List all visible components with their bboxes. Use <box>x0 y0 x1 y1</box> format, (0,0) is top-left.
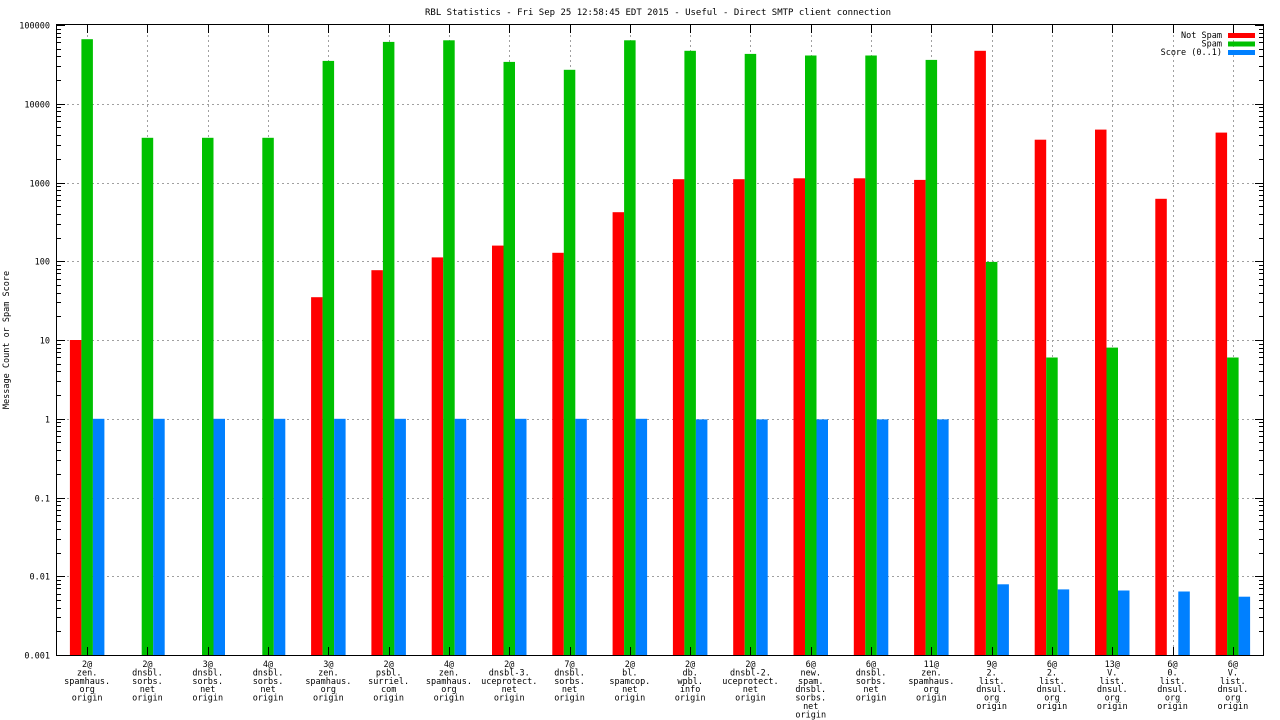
bar-spam <box>744 53 757 655</box>
y-tick-label: 10000 <box>24 101 50 111</box>
bar-score-0-1 <box>1238 596 1251 655</box>
bar-spam <box>382 41 395 655</box>
y-tick-label: 1 <box>45 416 50 426</box>
bar-spam <box>684 50 696 656</box>
legend-swatch <box>1228 33 1255 38</box>
bar-score-0-1 <box>394 418 406 656</box>
bar-spam <box>262 137 274 656</box>
bar-not-spam <box>1095 129 1107 656</box>
x-tick-label: 6@ V. list. dnsul. org origin <box>1217 660 1248 712</box>
bar-score-0-1 <box>816 419 828 655</box>
legend-label: Spam <box>1202 40 1222 50</box>
bar-not-spam <box>974 50 986 656</box>
legend-swatch <box>1228 41 1255 47</box>
x-tick-label: 6@ dnsbl. sorbs. net origin <box>856 660 887 704</box>
bar-score-0-1 <box>92 418 105 656</box>
x-tick-label: 13@ V. list. dnsul. org origin <box>1097 660 1128 712</box>
y-tick-label: 0.1 <box>35 495 50 505</box>
bar-not-spam <box>492 245 504 655</box>
bar-spam <box>443 40 455 656</box>
bar-not-spam <box>1034 139 1047 655</box>
bar-score-0-1 <box>334 418 346 656</box>
bar-score-0-1 <box>756 419 768 655</box>
bar-not-spam <box>371 270 383 655</box>
bar-not-spam <box>311 297 323 655</box>
bar-not-spam <box>612 212 625 655</box>
bar-score-0-1 <box>1178 591 1190 655</box>
bar-spam <box>624 40 636 656</box>
bar-not-spam <box>914 179 926 655</box>
bar-score-0-1 <box>153 418 165 656</box>
bar-not-spam <box>853 178 866 656</box>
x-tick-label: 4@ zen. spamhaus. org origin <box>426 660 472 704</box>
x-tick-label: 4@ dnsbl. sorbs. net origin <box>253 660 284 704</box>
x-tick-label: 2@ zen. spamhaus. org origin <box>64 660 110 704</box>
legend-label: Not Spam <box>1181 31 1222 41</box>
y-axis-label: Message Count or Spam Score <box>2 271 12 409</box>
bar-spam <box>503 61 515 655</box>
x-tick-label: 2@ psbl. surriel. com origin <box>368 660 409 704</box>
bar-spam <box>865 55 877 655</box>
bar-spam <box>322 60 335 655</box>
bar-score-0-1 <box>937 419 949 655</box>
x-tick-label: 6@ 0. list. dnsul. org origin <box>1157 660 1188 712</box>
bar-score-0-1 <box>515 418 527 656</box>
bar-not-spam <box>793 178 805 656</box>
bar-spam <box>805 55 817 655</box>
bar-score-0-1 <box>575 418 587 656</box>
bar-spam <box>1046 357 1058 655</box>
bar-not-spam <box>431 257 444 655</box>
bar-score-0-1 <box>273 418 286 656</box>
x-tick-label: 3@ zen. spamhaus. org origin <box>305 660 351 704</box>
bar-score-0-1 <box>695 419 708 655</box>
y-tick-label: 100000 <box>19 22 50 32</box>
x-tick-label: 3@ dnsbl. sorbs. net origin <box>192 660 223 704</box>
y-tick-label: 100 <box>35 258 50 268</box>
chart-title: RBL Statistics - Fri Sep 25 12:58:45 EDT… <box>425 8 891 18</box>
bar-spam <box>1227 357 1239 655</box>
x-tick-label: 2@ dnsbl-2. uceprotect. net origin <box>722 660 778 704</box>
x-tick-label: 7@ dnsbl. sorbs. net origin <box>554 660 585 704</box>
bar-score-0-1 <box>635 418 648 656</box>
bar-score-0-1 <box>213 418 225 656</box>
x-tick-label: 2@ dnsbl-3. uceprotect. net origin <box>481 660 537 704</box>
bar-not-spam <box>1215 132 1228 656</box>
bar-score-0-1 <box>997 584 1009 655</box>
bar-not-spam <box>672 179 685 655</box>
plot-frame <box>56 24 1264 656</box>
bar-not-spam <box>1155 198 1167 656</box>
x-tick-label: 2@ bl. spamcop. net origin <box>609 660 650 704</box>
bar-spam <box>81 39 93 655</box>
legend-label: Score (0..1) <box>1161 48 1222 58</box>
bar-spam <box>141 137 154 656</box>
x-tick-label: 11@ zen. spamhaus. org origin <box>908 660 954 704</box>
bar-spam <box>985 261 998 655</box>
bar-layer <box>69 39 1251 656</box>
bar-spam <box>563 69 576 656</box>
bar-not-spam <box>69 340 82 655</box>
bar-score-0-1 <box>876 419 889 655</box>
bar-spam <box>1106 347 1118 655</box>
x-tick-label: 2@ dnsbl. sorbs. net origin <box>132 660 163 704</box>
y-tick-label: 0.001 <box>24 652 50 662</box>
bar-not-spam <box>552 252 564 656</box>
legend-swatch <box>1228 50 1255 55</box>
bar-spam <box>202 137 214 656</box>
y-tick-label: 10 <box>40 337 50 347</box>
grid-layer <box>57 25 1263 655</box>
bar-not-spam <box>733 179 745 655</box>
x-tick-label: 9@ 2. list. dnsul. org origin <box>976 660 1007 712</box>
y-tick-label: 0.01 <box>30 573 50 583</box>
x-tick-label: 2@ db. wpbl. info origin <box>675 660 706 704</box>
bar-score-0-1 <box>454 418 467 656</box>
x-tick-label: 6@ 2. list. dnsul. org origin <box>1037 660 1068 712</box>
tick-layer: 0.001 0.01 0.1 1 10 100 1000 10000 100000 2@ zen. s… <box>19 22 1263 720</box>
bar-score-0-1 <box>1057 589 1070 655</box>
bar-score-0-1 <box>1118 590 1130 655</box>
bar-spam <box>925 59 938 655</box>
y-tick-label: 1000 <box>30 180 50 190</box>
x-tick-label: 6@ new. spam. dnsbl. sorbs. net origin <box>795 660 826 720</box>
